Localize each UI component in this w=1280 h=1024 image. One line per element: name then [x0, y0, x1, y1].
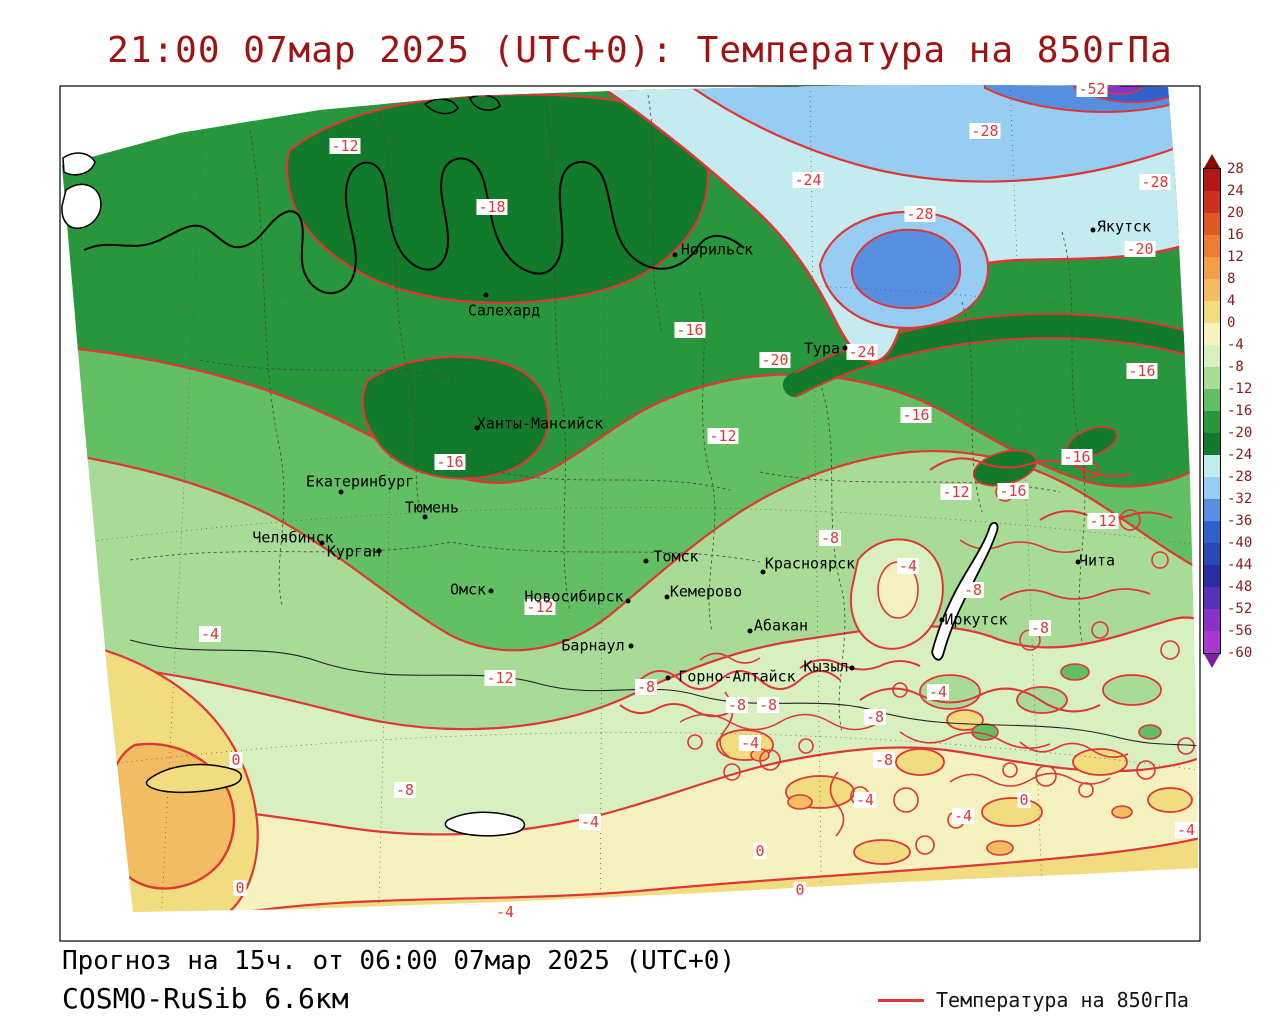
- national-borders: [129, 639, 1198, 749]
- colorbar-segments: [1203, 168, 1221, 654]
- island: [61, 183, 102, 229]
- colorbar-arrow-down-icon: [1204, 654, 1220, 668]
- forecast-info: Прогноз на 15ч. от 06:00 07мар 2025 (UTC…: [62, 946, 736, 976]
- fill-spot-purple: [1095, 85, 1144, 95]
- colorbar-segment: [1204, 367, 1220, 389]
- colorbar-segment: [1204, 499, 1220, 521]
- colorbar-segment: [1204, 609, 1220, 631]
- lake-south: [444, 811, 526, 837]
- colorbar-segment: [1204, 565, 1220, 587]
- fill-core-blue: [850, 228, 962, 310]
- colorbar-segment: [1204, 455, 1220, 477]
- colorbar-segment: [1204, 191, 1220, 213]
- model-info: COSMO-RuSib 6.6км: [62, 982, 349, 1015]
- colorbar-segment: [1204, 631, 1220, 653]
- fill-band-blue-topright: [978, 85, 1198, 113]
- colorbar-segment: [1204, 521, 1220, 543]
- colorbar-segment: [1204, 587, 1220, 609]
- colorbar-segment: [1204, 169, 1220, 191]
- colorbar-segment: [1204, 257, 1220, 279]
- map-fill-layers: [62, 85, 1198, 912]
- colorbar-segment: [1204, 301, 1220, 323]
- contour-line: [794, 336, 1198, 398]
- colorbar-segment: [1204, 389, 1220, 411]
- colorbar: [1203, 154, 1221, 668]
- colorbar-segment: [1204, 323, 1220, 345]
- fill-core-coldest-green-khanty: [361, 355, 550, 480]
- colorbar-segment: [1204, 433, 1220, 455]
- colorbar-segment: [1204, 213, 1220, 235]
- fill-region-yellow-bottom: [192, 832, 1198, 912]
- colorbar-segment: [1204, 543, 1220, 565]
- colorbar-segment: [1204, 477, 1220, 499]
- colorbar-segment: [1204, 411, 1220, 433]
- island: [423, 98, 459, 115]
- lake-balkhash: [145, 763, 242, 794]
- legend-label: Температура на 850гПа: [936, 988, 1189, 1012]
- fill-warm-tongue-core: [877, 561, 919, 619]
- margin-geography: [61, 152, 102, 229]
- legend-line-sample: [878, 998, 924, 1002]
- page-title: 21:00 07мар 2025 (UTC+0): Температура на…: [107, 30, 1173, 71]
- arctic-coastline: [83, 157, 745, 295]
- map-frame: [59, 85, 1201, 942]
- colorbar-segment: [1204, 235, 1220, 257]
- admin-boundaries: [129, 94, 1086, 733]
- colorbar-arrow-up-icon: [1204, 154, 1220, 168]
- graticule: [62, 85, 1198, 912]
- legend: Температура на 850гПа: [878, 988, 1189, 1012]
- colorbar-segment: [1204, 279, 1220, 301]
- colorbar-segment: [1204, 345, 1220, 367]
- island: [62, 152, 96, 176]
